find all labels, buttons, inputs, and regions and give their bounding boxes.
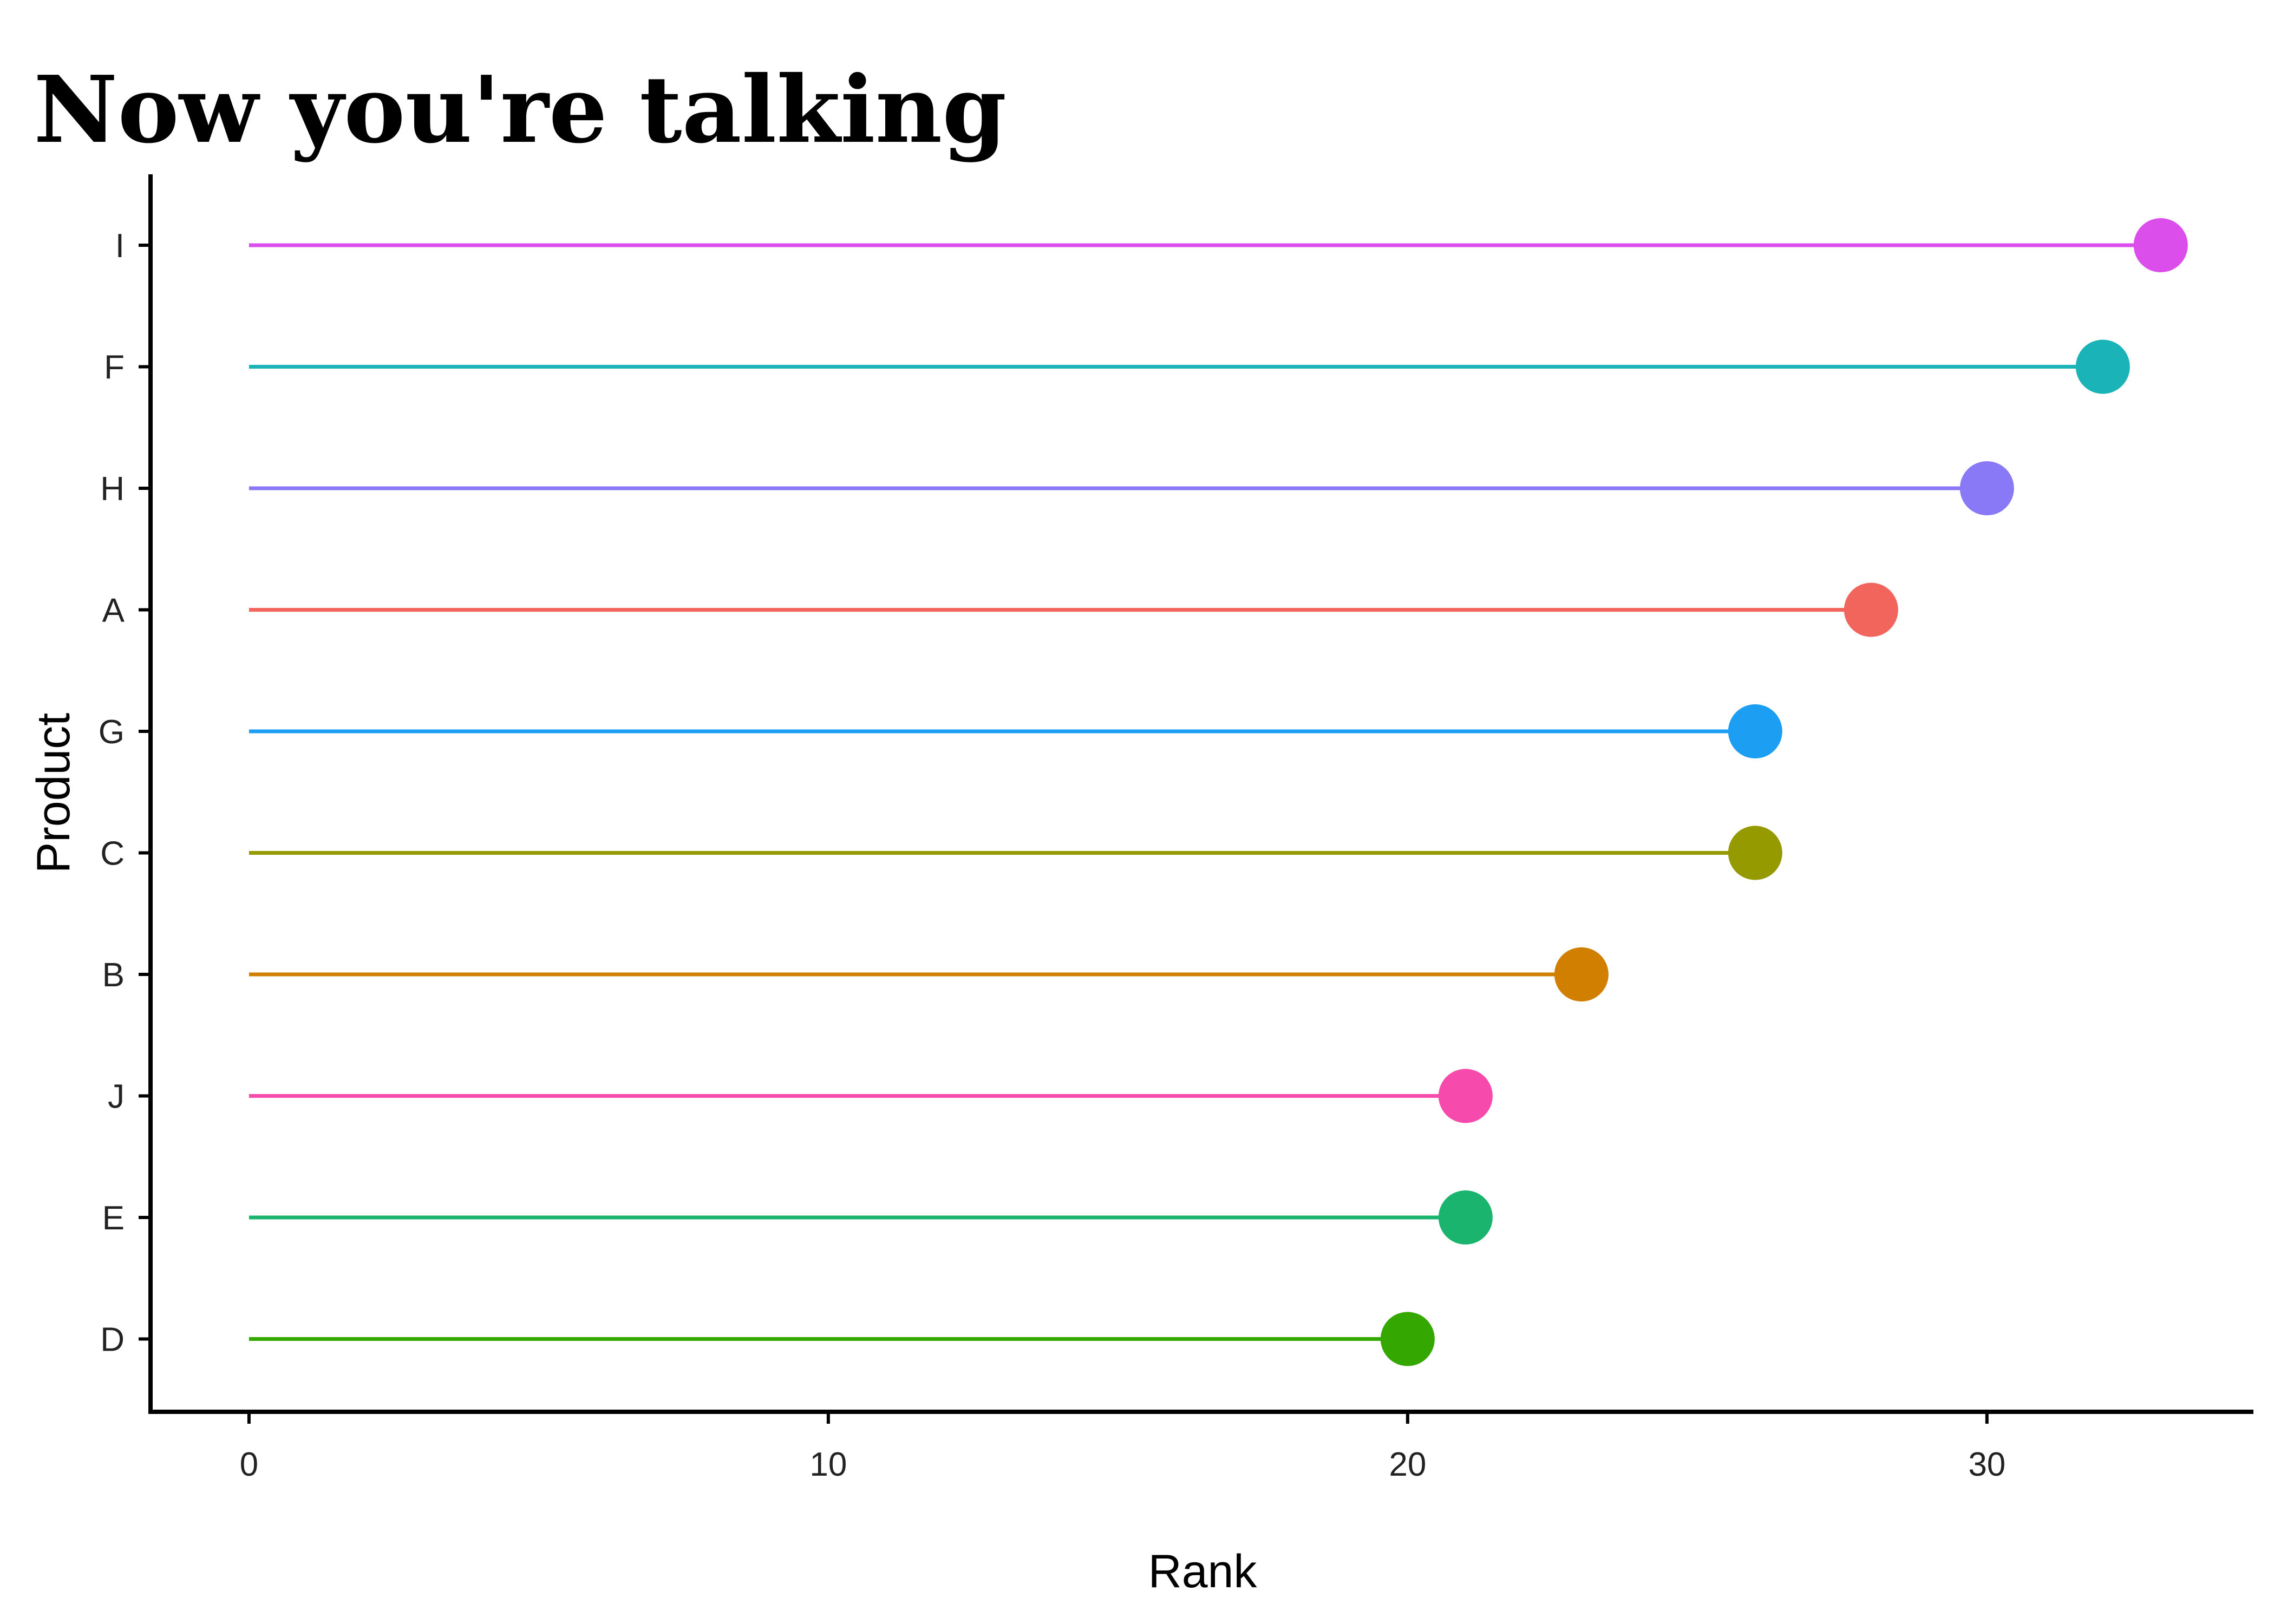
lollipop-point-H [1959,461,2014,515]
lollipop-series [249,218,2188,1366]
y-tick-label-J: J [108,1078,125,1116]
chart-title: Now you're talking [34,56,1007,164]
lollipop-point-G [1728,704,1782,758]
y-tick-label-A: A [102,592,125,630]
y-tick-label-D: D [100,1321,125,1359]
lollipop-point-J [1438,1069,1493,1123]
lollipop-point-E [1438,1190,1493,1245]
x-tick-label: 0 [240,1446,258,1483]
lollipop-point-A [1844,582,1898,637]
x-axis-ticks: 0 10 20 30 [240,1412,2005,1483]
x-axis-title: Rank [1148,1546,1258,1597]
y-tick-label-F: F [104,349,125,387]
x-tick-label: 30 [1968,1446,2005,1483]
y-tick-label-B: B [102,957,125,994]
y-tick-label-H: H [100,470,125,508]
lollipop-point-D [1380,1312,1435,1366]
y-tick-label-I: I [115,227,125,265]
y-tick-label-E: E [102,1200,125,1237]
y-tick-label-C: C [100,835,125,873]
lollipop-point-C [1728,826,1782,880]
lollipop-point-I [2133,218,2188,272]
y-axis-ticks: I F H A G C B J E D [99,227,151,1359]
lollipop-point-B [1554,947,1609,1001]
y-tick-label-G: G [99,713,125,751]
x-tick-label: 20 [1389,1446,1426,1483]
lollipop-point-F [2075,339,2130,394]
x-tick-label: 10 [809,1446,847,1483]
y-axis-title: Product [28,713,80,873]
